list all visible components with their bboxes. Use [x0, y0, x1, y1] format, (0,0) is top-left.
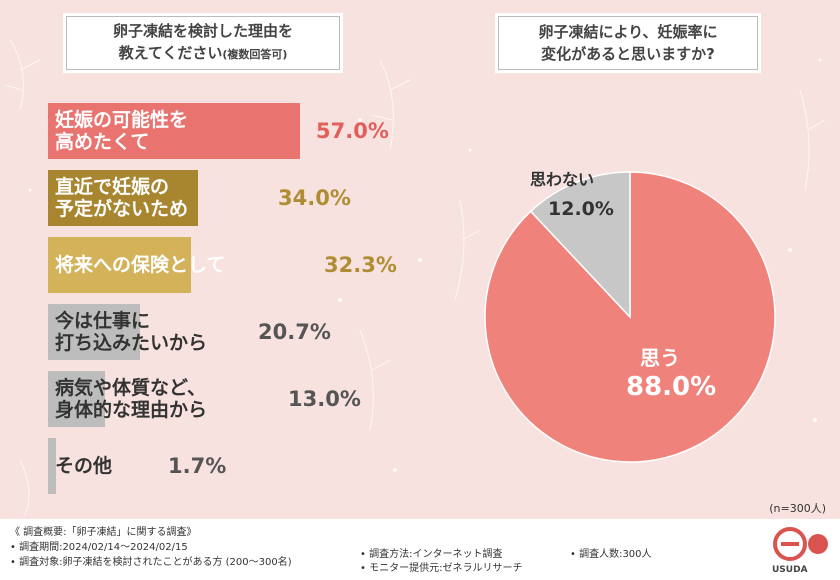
- bar-label-line: その他: [55, 455, 113, 477]
- logo-text: USUDA: [772, 565, 808, 575]
- pie-value-no: 12.0%: [548, 198, 614, 220]
- bar-label-1: 妊娠の可能性を 高めたくて: [55, 109, 188, 153]
- bar-value-5: 13.0%: [288, 387, 361, 411]
- bar-value-6: 1.7%: [168, 454, 227, 478]
- footer-provider: • モニター提供元:ゼネラルリサーチ: [360, 563, 523, 574]
- left-title-main: 教えてください: [118, 44, 223, 62]
- pie-slice-2: [529, 171, 631, 319]
- sample-size-note: (n=300人): [769, 502, 826, 515]
- left-title-note: (複数回答可): [222, 48, 288, 61]
- bar-label-line: 将来への保険として: [55, 254, 226, 276]
- bar-label-line: 身体的な理由から: [55, 399, 208, 421]
- pie-category-no: 思わない: [530, 170, 595, 189]
- bar-label-line: 今は仕事に: [55, 310, 151, 332]
- bar-value-3: 32.3%: [324, 253, 397, 277]
- bar-label-5: 病気や体質など、 身体的な理由から: [55, 377, 207, 421]
- left-chart-title: 卵子凍結を検討した理由を 教えてください(複数回答可): [66, 16, 340, 70]
- footer-target: • 調査対象:卵子凍結を検討されたことがある方 (200〜300名): [10, 557, 292, 568]
- footer-method: • 調査方法:インターネット調査: [360, 549, 503, 560]
- bar-label-line: 病気や体質など、: [55, 377, 207, 399]
- footer-count: • 調査人数:300人: [570, 549, 652, 560]
- pie-value-yes: 88.0%: [626, 372, 717, 402]
- footer-period: • 調査期間:2024/02/14〜2024/02/15: [10, 542, 188, 553]
- bar-6: [48, 438, 56, 494]
- left-title-line1: 卵子凍結を検討した理由を: [112, 22, 293, 40]
- bar-label-line: 予定がないため: [55, 198, 189, 220]
- bar-5: [48, 371, 106, 427]
- bar-label-line: 妊娠の可能性を: [55, 109, 189, 131]
- bar-value-4: 20.7%: [258, 320, 331, 344]
- bar-3: [48, 237, 191, 293]
- right-chart-title: 卵子凍結により、妊娠率に 変化があると思いますか?: [498, 16, 758, 70]
- bar-2: [48, 170, 199, 226]
- bar-4: [48, 304, 140, 360]
- right-title-line1: 卵子凍結により、妊娠率に: [538, 23, 718, 41]
- bar-label-2: 直近で妊娠の 予定がないため: [55, 176, 188, 220]
- bar-value-2: 34.0%: [278, 186, 351, 210]
- bar-label-line: 直近で妊娠の: [55, 176, 170, 198]
- bar-label-6: その他: [55, 455, 112, 477]
- survey-footer: 《 調査概要:「卵子凍結」に関する調査》 • 調査期間:2024/02/14〜2…: [0, 519, 840, 580]
- right-title-line2: 変化があると思いますか?: [541, 45, 715, 63]
- bar-label-line: 打ち込みたいから: [55, 332, 208, 354]
- bar-label-3: 将来への保険として: [55, 254, 225, 276]
- pie-slice-1: [484, 171, 776, 463]
- footer-summary: 《 調査概要:「卵子凍結」に関する調査》: [10, 527, 197, 538]
- bar-label-line: 高めたくて: [55, 131, 150, 153]
- pie-category-yes: 思う: [640, 346, 680, 370]
- bar-label-4: 今は仕事に 打ち込みたいから: [55, 310, 207, 354]
- left-title-line2: 教えてください(複数回答可): [67, 42, 339, 66]
- bar-value-1: 57.0%: [316, 119, 389, 143]
- bar-1: [48, 103, 300, 159]
- usuda-logo: USUDA: [768, 524, 830, 580]
